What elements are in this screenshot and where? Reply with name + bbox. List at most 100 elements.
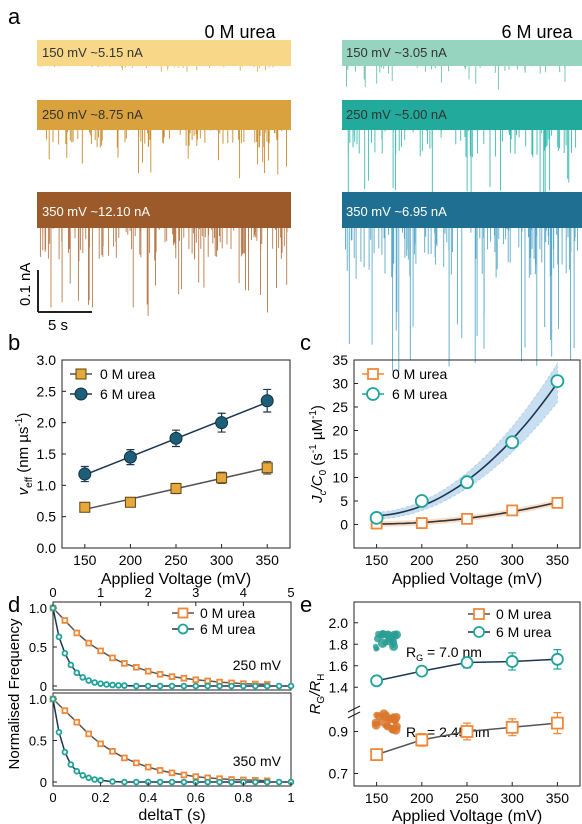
e-ytick-label: 1.8: [329, 636, 349, 652]
b-xtick-label: 150: [73, 552, 97, 568]
d-top-xtick-label: 4: [240, 585, 247, 600]
c-ytick-label: 20: [332, 423, 348, 439]
b-point: [123, 450, 137, 464]
e-xtick-label: 150: [365, 790, 389, 806]
d-point: [73, 669, 81, 677]
d-point: [287, 682, 295, 690]
d-point: [192, 682, 200, 690]
b-xtick-label: 200: [119, 552, 143, 568]
b-frame: [61, 359, 291, 549]
d-legend-label: 0 M urea: [200, 605, 255, 621]
panel-e: e 1.4 1.6 1.8 2.0 0.7 0.9 150 200 250 300 350Appli…: [300, 592, 581, 824]
trace-label-6m-250: 250 mV ~5.00 nA: [346, 107, 447, 122]
d-ytick-label: 1.0: [29, 601, 47, 616]
b-ytick-label: 0.5: [37, 509, 57, 525]
c-ytick-label: 15: [332, 446, 348, 462]
d-point: [180, 771, 188, 779]
panel-e-letter: e: [300, 592, 312, 617]
d-point: [204, 677, 212, 685]
c-point: [460, 475, 474, 490]
d-point: [252, 682, 259, 690]
d-point: [73, 718, 81, 726]
e-ytick-label: 0.9: [329, 724, 349, 740]
e-point: [551, 716, 564, 730]
d-point: [97, 740, 104, 748]
d-legend-marker: [177, 607, 189, 619]
e-point: [460, 725, 474, 738]
d-top-xtick-label: 3: [192, 585, 199, 600]
d-ylabel: Normalised Frequency: [6, 618, 23, 769]
trace-band-0-1: [37, 100, 291, 130]
d-point: [79, 772, 87, 779]
b-ytick-label: 3.0: [37, 352, 57, 368]
d-bottom-xtick-label: 0: [49, 790, 56, 805]
trace-band-0-0: [37, 40, 291, 66]
b-point: [170, 482, 182, 494]
protein-unfolded-icon-part: [373, 634, 382, 643]
scale-bar-time-label: 5 s: [48, 317, 68, 334]
e-xlabel: Applied Voltage (mV): [392, 808, 542, 824]
trace-label-0m-150: 150 mV ~5.15 nA: [42, 45, 143, 60]
e-point: [505, 720, 519, 734]
d-point: [204, 682, 212, 690]
c-point: [415, 517, 428, 529]
d-point: [109, 747, 116, 755]
protein-folded-icon-part: [391, 714, 400, 723]
e-annotation-0: RG = 7.0 nm: [406, 644, 482, 663]
d-point: [133, 778, 140, 786]
c-xtick-label: 150: [365, 552, 389, 568]
e-point: [415, 664, 429, 678]
trace-band-0-2: [37, 192, 291, 228]
b-ytick-label: 2.5: [37, 383, 57, 399]
protein-folded-icon-part: [373, 711, 380, 719]
protein-folded-icon-part: [388, 726, 396, 734]
c-legend-marker: [367, 368, 379, 380]
panel-d-letter: d: [8, 592, 20, 617]
e-axis-break: [347, 705, 361, 719]
d-point: [168, 673, 176, 680]
panel-d: d Normalised Frequency 0 0.5 1.0 250 mV 0 0.5 1…: [6, 585, 295, 824]
d-point: [180, 682, 188, 690]
panel-c-letter: c: [300, 330, 311, 355]
c-xtick-label: 250: [455, 552, 479, 568]
panel-a-letter: a: [8, 4, 21, 29]
scale-bar: 0.1 nA 5 s: [17, 263, 92, 334]
chart-e: 1.4 1.6 1.8 2.0 0.7 0.9 150 200 250 300 350Applied…: [307, 601, 581, 824]
b-ytick-label: 0.0: [37, 540, 57, 556]
trace-band-1-0: [342, 40, 582, 66]
d-point: [73, 629, 81, 637]
current-traces: [37, 40, 582, 372]
d-point: [275, 778, 283, 786]
d-point: [263, 682, 271, 690]
d-ytick-label: 0.5: [29, 640, 47, 655]
c-ylabel: Jc/C0 (s-1 µM-1): [308, 405, 329, 504]
e-legend-label: 0 M urea: [496, 606, 551, 622]
b-point: [124, 496, 136, 508]
d-point: [49, 604, 57, 612]
d-point: [49, 695, 57, 703]
c-point: [550, 374, 565, 389]
trace-label-0m-250: 250 mV ~8.75 nA: [42, 107, 143, 122]
d-top-xtick-label: 2: [145, 585, 152, 600]
d-legend-label: 6 M urea: [200, 621, 255, 637]
b-ytick-label: 1.5: [37, 446, 57, 462]
d-point: [144, 667, 152, 675]
e-ylabel: RG/RH: [307, 674, 327, 715]
d-point: [109, 778, 116, 785]
e-xtick-label: 200: [410, 790, 434, 806]
d-point: [85, 774, 92, 782]
trace-label-0m-350: 350 mV ~12.10 nA: [42, 204, 150, 219]
c-ytick-label: 25: [332, 399, 348, 415]
d-point: [168, 778, 176, 786]
d-point: [240, 682, 247, 690]
c-point: [551, 496, 564, 509]
panel-b: b 0.0 0.5 1.0 1.5 2.0 2.5 3.0 150 200 250 300 350 Ap…: [8, 330, 291, 588]
d-legend-marker: [177, 623, 189, 635]
chart-b: 0.0 0.5 1.0 1.5 2.0 2.5 3.0 150 200 250 300 350 Appl…: [14, 352, 291, 588]
b-legend-label: 6 M urea: [100, 386, 155, 402]
d-point: [263, 778, 271, 786]
e-point: [551, 652, 564, 666]
trace-label-6m-150: 150 mV ~3.05 nA: [346, 45, 447, 60]
b-point: [261, 462, 273, 474]
